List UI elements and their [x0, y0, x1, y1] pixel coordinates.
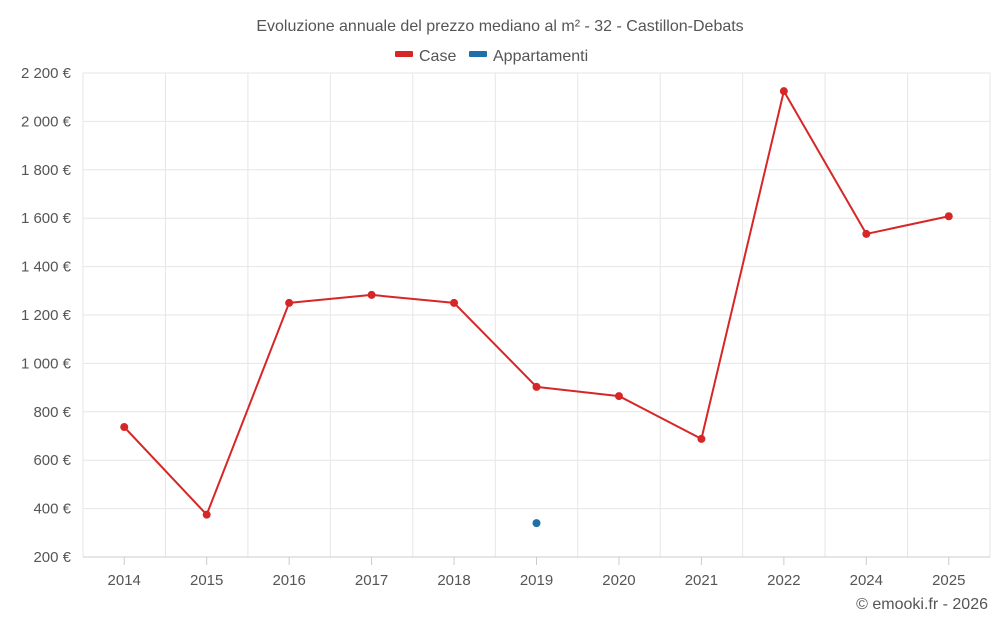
y-tick-label: 1 000 € [21, 355, 72, 372]
data-point-case[interactable] [120, 423, 129, 432]
grid-layer [82, 72, 991, 557]
x-tick-label: 2021 [685, 572, 718, 589]
legend-label-appartamenti[interactable]: Appartamenti [493, 48, 588, 65]
data-point-case[interactable] [697, 434, 706, 443]
legend-label-case[interactable]: Case [419, 48, 456, 65]
x-tick-label: 2025 [932, 572, 965, 589]
series-layer [120, 87, 953, 528]
x-tick-label: 2015 [190, 572, 223, 589]
x-tick-label: 2016 [272, 572, 305, 589]
x-tick-label: 2020 [602, 572, 635, 589]
y-tick-label: 1 400 € [21, 259, 72, 276]
data-point-appartamenti[interactable] [532, 519, 541, 528]
data-point-case[interactable] [367, 290, 376, 299]
data-point-case[interactable] [614, 392, 623, 401]
x-tick-label: 2022 [767, 572, 800, 589]
legend-swatch-case[interactable] [395, 51, 413, 57]
data-point-case[interactable] [532, 382, 541, 391]
x-tick-label: 2019 [520, 572, 553, 589]
x-tick-label: 2017 [355, 572, 388, 589]
y-tick-label: 400 € [33, 501, 71, 518]
y-tick-label: 1 600 € [21, 210, 72, 227]
data-point-case[interactable] [202, 510, 211, 519]
x-tick-label: 2024 [850, 572, 883, 589]
chart-title: Evoluzione annuale del prezzo mediano al… [256, 18, 743, 35]
y-tick-label: 600 € [33, 452, 71, 469]
y-tick-label: 200 € [33, 549, 71, 566]
legend-swatch-appartamenti[interactable] [469, 51, 487, 57]
x-tick-label: 2018 [437, 572, 470, 589]
y-tick-label: 1 200 € [21, 307, 72, 324]
y-tick-label: 800 € [33, 404, 71, 421]
data-point-case[interactable] [779, 87, 788, 96]
y-tick-label: 2 200 € [21, 65, 72, 82]
data-point-case[interactable] [450, 298, 459, 307]
data-point-case[interactable] [944, 212, 953, 221]
axis-layer: 200 € 400 € 600 € 800 € 1 000 € 1 200 € 1 400 … [21, 65, 990, 589]
y-tick-label: 2 000 € [21, 113, 72, 130]
credit-text: © emooki.fr - 2026 [856, 596, 988, 613]
legend: Case Appartamenti [395, 48, 588, 65]
data-point-case[interactable] [862, 229, 871, 238]
y-tick-label: 1 800 € [21, 162, 72, 179]
x-tick-label: 2014 [108, 572, 141, 589]
data-point-case[interactable] [285, 298, 294, 307]
